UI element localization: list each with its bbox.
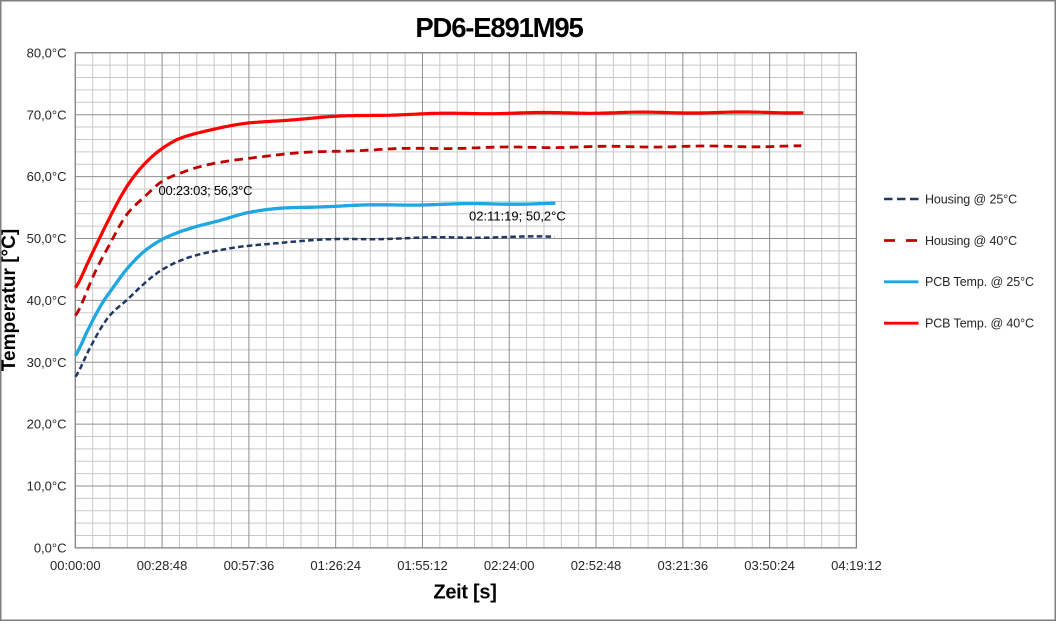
svg-text:PCB Temp. @ 25°C: PCB Temp. @ 25°C [925, 275, 1034, 289]
svg-text:01:55:12: 01:55:12 [397, 558, 448, 573]
svg-text:20,0°C: 20,0°C [27, 417, 67, 432]
svg-text:00:57:36: 00:57:36 [224, 558, 275, 573]
svg-text:PCB Temp. @ 40°C: PCB Temp. @ 40°C [925, 317, 1034, 331]
svg-text:02:24:00: 02:24:00 [484, 558, 535, 573]
svg-text:03:21:36: 03:21:36 [657, 558, 708, 573]
svg-text:0,0°C: 0,0°C [34, 541, 67, 556]
svg-text:Housing @ 25°C: Housing @ 25°C [925, 192, 1017, 206]
svg-text:Zeit [s]: Zeit [s] [433, 582, 496, 604]
svg-text:04:19:12: 04:19:12 [831, 558, 882, 573]
svg-text:30,0°C: 30,0°C [27, 355, 67, 370]
svg-text:40,0°C: 40,0°C [27, 293, 67, 308]
svg-text:00:28:48: 00:28:48 [137, 558, 188, 573]
svg-text:Housing @ 40°C: Housing @ 40°C [925, 234, 1017, 248]
svg-text:Temperatur [°C]: Temperatur [°C] [0, 229, 20, 371]
svg-text:00:00:00: 00:00:00 [50, 558, 101, 573]
svg-text:02:11:19; 50,2°C: 02:11:19; 50,2°C [469, 209, 566, 224]
svg-text:10,0°C: 10,0°C [27, 479, 67, 494]
svg-text:60,0°C: 60,0°C [27, 169, 67, 184]
svg-text:50,0°C: 50,0°C [27, 231, 67, 246]
svg-text:00:23:03; 56,3°C: 00:23:03; 56,3°C [159, 183, 253, 198]
svg-text:70,0°C: 70,0°C [27, 107, 67, 122]
svg-text:02:52:48: 02:52:48 [571, 558, 622, 573]
svg-text:03:50:24: 03:50:24 [744, 558, 795, 573]
svg-text:01:26:24: 01:26:24 [310, 558, 361, 573]
svg-text:PD6-E891M95: PD6-E891M95 [415, 12, 583, 43]
svg-text:80,0°C: 80,0°C [27, 45, 67, 60]
